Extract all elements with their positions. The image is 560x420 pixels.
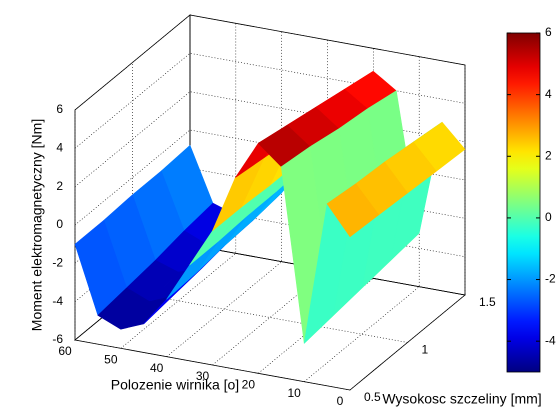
x-tick-label: 50	[104, 353, 118, 367]
colorbar-tick-label: 4	[545, 87, 552, 101]
z-tick-label: 2	[56, 179, 63, 193]
colorbar-tick-label: 0	[545, 210, 552, 224]
y-tick-label: 1.5	[479, 295, 496, 309]
z-tick-label: -2	[52, 256, 63, 270]
z-tick-label: -6	[52, 332, 63, 346]
colorbar-tick-label: -4	[545, 333, 556, 347]
colorbar-tick-label: 6	[545, 25, 552, 39]
x-tick-label: 20	[242, 378, 256, 392]
y-tick-label: 1	[422, 343, 429, 357]
x-tick-label: 30	[196, 369, 210, 383]
colorbar-tick-label: 2	[545, 148, 552, 162]
x-tick-label: 40	[150, 361, 164, 375]
colorbar-tick-label: -2	[545, 272, 556, 286]
y-axis-label: Wysokosc szczeliny [mm]	[382, 391, 541, 407]
grid-line	[74, 52, 466, 149]
y-tick-label: 0.5	[364, 390, 381, 404]
surface-patch	[326, 183, 380, 237]
x-tick-label: 10	[287, 386, 301, 400]
x-axis-label: Polozenie wirnika [o]	[111, 377, 239, 393]
x-tick-label: 0	[337, 394, 344, 408]
z-axis-label: Moment elektromagnetyczny [Nm]	[29, 119, 45, 331]
z-tick-label: 4	[56, 141, 63, 155]
colorbar	[506, 32, 541, 373]
z-tick-label: -4	[52, 294, 63, 308]
z-tick-label: 6	[56, 102, 63, 116]
x-tick-label: 60	[58, 344, 72, 358]
z-tick-label: 0	[56, 217, 63, 231]
